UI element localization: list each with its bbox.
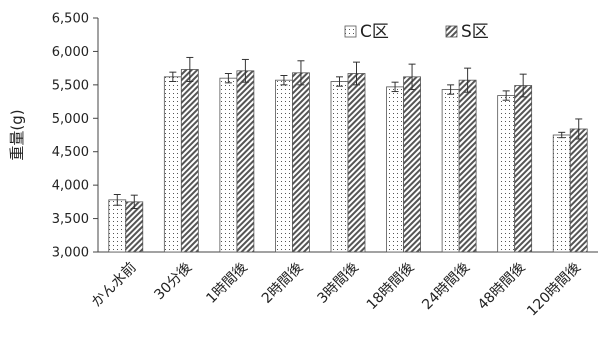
bar-c-4 <box>330 81 349 253</box>
bar-c-1 <box>163 76 182 253</box>
x-tick-label: 48時間後 <box>475 260 529 314</box>
y-tick-label: 6,000 <box>52 45 89 60</box>
bar-c-7 <box>497 95 516 253</box>
y-axis-label: 重量(g) <box>8 109 26 160</box>
y-tick-label: 3,500 <box>52 212 89 227</box>
x-tick-label: かん水前 <box>88 259 140 311</box>
y-tick-label: 4,000 <box>52 179 89 194</box>
legend-swatch-c <box>344 25 357 38</box>
bar-s-1 <box>180 69 199 253</box>
x-tick-label: 18時間後 <box>364 260 418 314</box>
bar-c-2 <box>219 77 238 253</box>
x-tick-label: 3時間後 <box>315 260 362 307</box>
y-tick-label: 3,000 <box>52 246 89 261</box>
bar-c-5 <box>386 86 404 253</box>
bars <box>108 56 588 253</box>
bar-s-3 <box>292 72 310 253</box>
bar-s-0 <box>125 201 144 253</box>
x-tick-label: 2時間後 <box>259 260 306 307</box>
legend-label-c: C区 <box>360 22 389 42</box>
bar-s-7 <box>514 85 533 253</box>
x-tick-label: 24時間後 <box>419 260 473 314</box>
x-tick-label: 30分後 <box>151 260 195 304</box>
x-axis: かん水前 30分後 1時間後 2時間後 3時間後 18時間後 24時間後 48時間後120時間… <box>88 251 598 320</box>
bar-c-3 <box>275 79 293 253</box>
legend: C区 S区 <box>344 22 489 42</box>
bar-s-8 <box>569 128 588 253</box>
bar-s-6 <box>458 79 477 253</box>
bar-c-8 <box>552 134 571 253</box>
legend-swatch-s <box>445 25 458 38</box>
legend-label-s: S区 <box>461 22 489 42</box>
x-tick-label: 120時間後 <box>524 260 584 320</box>
y-tick-label: 5,500 <box>52 78 89 93</box>
bar-c-6 <box>441 89 460 253</box>
bar-s-5 <box>403 76 421 253</box>
y-tick-label: 4,500 <box>52 145 89 160</box>
y-axis: 3,000 3,500 4,000 4,500 5,000 5,500 6,000 6,500 <box>52 12 99 261</box>
bar-s-2 <box>236 70 255 253</box>
y-tick-label: 5,000 <box>52 112 89 127</box>
x-tick-label: 1時間後 <box>203 260 250 307</box>
bar-s-4 <box>347 73 366 253</box>
bar-c-0 <box>108 199 127 253</box>
y-tick-label: 6,500 <box>52 12 89 27</box>
